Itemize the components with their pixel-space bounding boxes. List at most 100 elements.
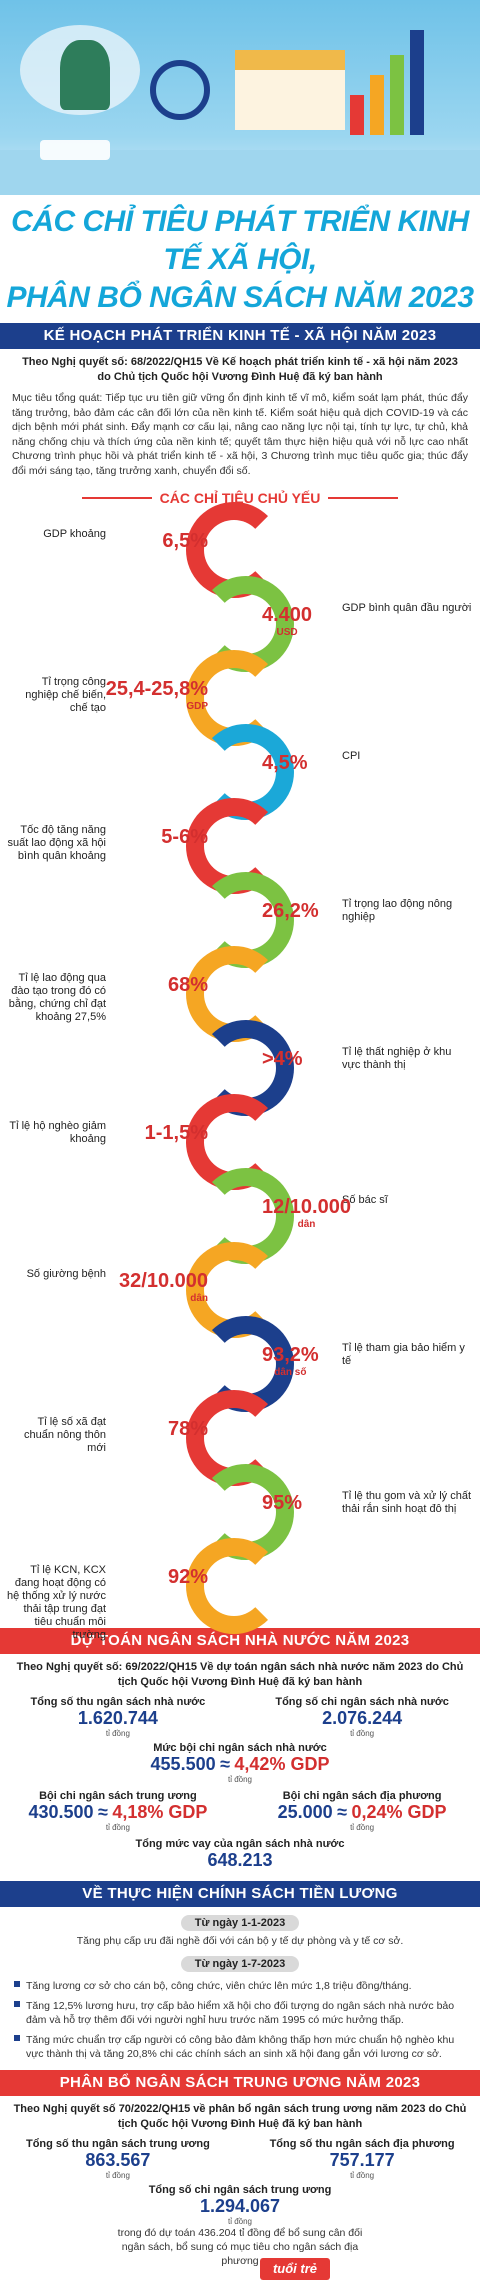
state-budget: Theo Nghị quyết số: 69/2022/QH15 Về dự t… (0, 1654, 480, 1881)
indicator-value: 6,5% (162, 530, 208, 553)
indicator-number: 95% (262, 1492, 303, 1514)
indicator-value: 95% (262, 1492, 302, 1515)
indicator-label: Tỉ trọng lao động nông nghiệp (342, 898, 453, 923)
unit-label: tỉ đồng (105, 1823, 130, 1832)
divider (328, 497, 399, 499)
indicator-label: Tỉ lệ thất nghiệp ở khu vực thành thị (342, 1046, 452, 1071)
indicator-label: Tỉ lệ lao động qua đào tạo trong đó có b… (8, 972, 106, 1023)
indicator-number: 6,5% (162, 530, 208, 552)
unit-label: tỉ đồng (227, 1775, 253, 1784)
indicator-value: 32/10.000 dân (119, 1270, 208, 1304)
indicator-value: 68% (168, 974, 208, 997)
unit-label: tỉ đồng (350, 1823, 375, 1832)
indicator-label: Số giường bệnh (26, 1268, 106, 1280)
indicator-value: 26,2% (262, 900, 319, 923)
local-revenue: Tổng số thu ngân sách địa phương 757.177… (262, 2138, 462, 2180)
section4-intro: Theo Nghị quyết số 70/2022/QH15 về phân … (13, 2103, 467, 2130)
state-revenue-value: 1.620.744 (77, 1708, 158, 1728)
indicator-number: 68% (167, 974, 208, 996)
indicator-number: 92% (167, 1566, 208, 1588)
indicator-number: 5-6% (161, 826, 208, 848)
indicator-label: Tỉ lệ hộ nghèo giảm khoảng (9, 1120, 106, 1145)
indicator-label: Tỉ lệ số xã đạt chuẩn nông thôn mới (24, 1416, 106, 1454)
tuoi-tre-logo: tuổi trẻ (260, 2258, 330, 2280)
indicator-value: 1-1,5% (145, 1122, 208, 1145)
unit-label: tỉ đồng (105, 1729, 130, 1738)
central-revenue-value: 863.567 (85, 2150, 151, 2170)
central-revenue: Tổng số thu ngân sách trung ương 863.567… (18, 2138, 218, 2180)
state-revenue: Tổng số thu ngân sách nhà nước 1.620.744… (18, 1696, 218, 1738)
central-budget: Theo Nghị quyết số 70/2022/QH15 về phân … (0, 2096, 480, 2286)
central-spending: Tổng số chi ngân sách trung ương 1.294.0… (10, 2184, 470, 2268)
date-pill-1: Từ ngày 1-1-2023 (180, 1915, 300, 1931)
hero-illustration (0, 0, 480, 195)
central-deficit-gdp: 4,18% GDP (112, 1802, 208, 1822)
local-revenue-label: Tổng số thu ngân sách địa phương (269, 2138, 455, 2150)
wheelchair-icon (150, 60, 210, 120)
stethoscope-icon (40, 140, 110, 160)
indicator-number: 4.400 (262, 604, 313, 626)
indicators-title: CÁC CHỈ TIÊU CHỦ YẾU (159, 490, 321, 506)
central-deficit-value: 430.500 (28, 1802, 94, 1822)
salary-bullet: Tăng 12,5% lương hưu, trợ cấp bảo hiểm x… (0, 1996, 480, 2030)
indicator-label: Tỉ lệ KCN, KCX đang hoạt động có hệ thốn… (7, 1564, 106, 1641)
indicator-value: 12/10.000 dân (262, 1196, 351, 1230)
indicator-label: GDP khoảng (43, 528, 106, 540)
indicator-number: 78% (167, 1418, 208, 1440)
salary-policy: Từ ngày 1-1-2023 Tăng phụ cấp ưu đãi ngh… (0, 1907, 480, 2070)
bar-red-icon (350, 95, 364, 135)
indicator-unit: dân (297, 1219, 316, 1230)
indicators-subhead: CÁC CHỈ TIÊU CHỦ YẾU (0, 490, 480, 506)
divider (81, 497, 152, 499)
salary-bullet: Tăng mức chuẩn trợ cấp người có công bảo… (0, 2030, 480, 2064)
indicator-value: 4.400 USD (262, 604, 312, 638)
approx-sign: ≈ (220, 1754, 230, 1774)
indicator-value: 4,5% (262, 752, 308, 775)
section3-band: VỀ THỰC HIỆN CHÍNH SÁCH TIỀN LƯƠNG (0, 1881, 480, 1907)
section2-band: DỰ TOÁN NGÂN SÁCH NHÀ NƯỚC NĂM 2023 (0, 1628, 480, 1654)
indicator-unit: dân (190, 1293, 208, 1304)
indicator-number: 4,5% (262, 752, 308, 774)
indicator-value: 78% (168, 1418, 208, 1441)
indicator-number: 1-1,5% (144, 1122, 208, 1144)
deficit-label: Mức bội chi ngân sách nhà nước (153, 1742, 327, 1754)
section1-band: KẾ HOẠCH PHÁT TRIỂN KINH TẾ - XÃ HỘI NĂM… (0, 323, 480, 349)
building-illustration (235, 50, 345, 130)
unit-label: tỉ đồng (105, 2171, 130, 2180)
indicator-value: 5-6% (161, 826, 208, 849)
indicator-number: 32/10.000 (119, 1270, 208, 1292)
borrowing-label: Tổng mức vay của ngân sách nhà nước (135, 1838, 345, 1850)
central-deficit: Bội chi ngân sách trung ương 430.500 ≈ 4… (18, 1790, 218, 1832)
indicator-number: 12/10.000 (262, 1196, 351, 1218)
borrowing-value: 648.213 (207, 1850, 273, 1870)
indicator-number: 25,4-25,8% (105, 678, 208, 700)
total-borrowing: Tổng mức vay của ngân sách nhà nước 648.… (10, 1838, 470, 1871)
state-spending: Tổng số chi ngân sách nhà nước 2.076.244… (262, 1696, 462, 1738)
indicator-label: GDP bình quân đầu người (342, 602, 472, 614)
title-line-2: PHÂN BỔ NGÂN SÁCH NĂM 2023 (6, 281, 474, 314)
bar-orange-icon (370, 75, 384, 135)
state-spending-label: Tổng số chi ngân sách nhà nước (275, 1696, 449, 1708)
bar-blue-icon (410, 30, 424, 135)
date1-text: Tăng phụ cấp ưu đãi nghề đối với cán bộ … (76, 1935, 404, 1947)
unit-label: tỉ đồng (350, 2171, 375, 2180)
local-deficit-label: Bội chi ngân sách địa phương (282, 1790, 442, 1802)
central-deficit-label: Bội chi ngân sách trung ương (39, 1790, 197, 1802)
deficit-gdp: 4,42% GDP (234, 1754, 330, 1774)
indicator-chain: GDP khoảng 6,5% GDP bình quân đầu người 4.4… (0, 502, 480, 1641)
indicator-number: >4% (262, 1048, 303, 1070)
central-spending-value: 1.294.067 (199, 2196, 281, 2216)
bar-green-icon (390, 55, 404, 135)
indicator-unit: dân số (274, 1367, 307, 1378)
indicator-number: 93,2% (262, 1344, 319, 1366)
indicator-label: CPI (342, 750, 361, 762)
central-spending-label: Tổng số chi ngân sách trung ương (148, 2184, 332, 2196)
indicator-value: >4% (262, 1048, 303, 1071)
indicator-label: Số bác sĩ (342, 1194, 388, 1206)
doctor-figure (60, 40, 110, 110)
unit-label: tỉ đồng (227, 2217, 253, 2226)
approx-sign: ≈ (97, 1802, 108, 1822)
indicator-label: Tỉ lệ thu gom và xử lý chất thải rắn sin… (342, 1490, 472, 1515)
indicator-label: Tốc độ tăng năng suất lao động xã hội bì… (7, 824, 106, 862)
